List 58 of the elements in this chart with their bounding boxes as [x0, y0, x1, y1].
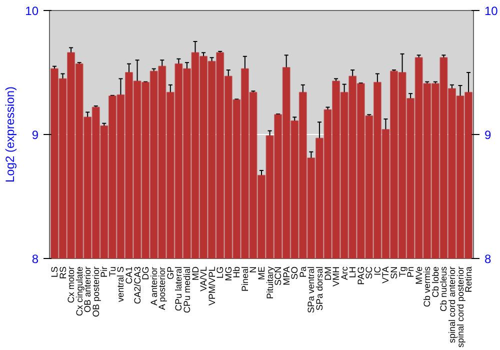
x-tick-label: IC	[372, 266, 382, 276]
y2-tick-label: 8	[484, 252, 492, 266]
x-tick-label: LH	[348, 266, 358, 278]
x-tick-label: VA/VL	[198, 266, 209, 292]
y-tick-label: 8	[32, 252, 39, 266]
x-tick-label: OB anterior	[82, 266, 93, 313]
x-tick-label: SCN	[273, 266, 284, 286]
x-tick-label: SPa dorsal	[314, 266, 324, 311]
x-tick-label: Hb	[232, 266, 242, 278]
x-tick-label: ventral S	[116, 266, 126, 302]
y-axis-title: Log2 (expression)	[3, 86, 18, 183]
x-tick-label: VMH	[331, 266, 342, 286]
x-tick-label: Tg	[397, 266, 408, 278]
x-tick-label: DG	[140, 266, 151, 280]
x-tick-label: Pa	[298, 266, 308, 278]
x-tick-label: Cb vermis	[422, 266, 432, 308]
x-tick-label: SN	[389, 266, 399, 279]
x-tick-label: A posterior	[157, 266, 168, 310]
x-tick-label: SO	[290, 266, 300, 280]
x-tick-label: CA2/CA3	[132, 266, 142, 304]
x-tick-label: Cx motor	[66, 266, 76, 304]
x-tick-label: VTA	[380, 266, 391, 284]
x-tick-label: N	[248, 266, 258, 273]
x-tick-label: Pituitary	[264, 266, 275, 300]
x-tick-label: SC	[364, 266, 374, 279]
x-tick-label: Cb nucleus	[438, 266, 449, 312]
x-tick-label: Pn	[406, 266, 416, 278]
x-tick-label: PAG	[356, 266, 366, 285]
x-tick-label: spinal cord anterior	[446, 266, 457, 344]
x-tick-label: RS	[58, 266, 68, 279]
y2-tick-label: 9	[484, 128, 492, 142]
x-tick-label: Cb lobe	[430, 266, 440, 298]
x-tick-label: LS	[49, 266, 60, 278]
y-tick-label: 10	[25, 4, 39, 18]
x-tick-label: OB posterior	[90, 266, 101, 318]
x-tick-label: MVe	[414, 266, 424, 285]
x-tick-label: A anterior	[148, 266, 159, 306]
x-tick-label: ME	[256, 266, 266, 280]
x-tick-label: Tu	[107, 266, 118, 277]
x-tick-label: Pineal	[240, 266, 250, 292]
x-tick-label: CPu lateral	[174, 266, 184, 312]
y-tick-label: 9	[32, 128, 39, 142]
x-tick-label: DM	[322, 266, 333, 280]
x-tick-label: MPA	[281, 266, 292, 286]
x-tick-label: CPu medial	[182, 266, 192, 314]
x-tick-label: GP	[165, 266, 176, 280]
x-tick-label: Arc	[339, 266, 350, 280]
x-tick-label: MD	[190, 266, 200, 280]
x-tick-label: CA1	[124, 266, 134, 284]
y2-tick-label: 10	[484, 4, 498, 18]
x-tick-label: SPa ventral	[306, 266, 316, 314]
x-tick-label: Pir	[99, 266, 110, 278]
x-tick-label: MG	[223, 266, 234, 281]
x-tick-label: Retina	[464, 266, 474, 293]
x-tick-label: Cx cingulate	[74, 266, 84, 316]
x-tick-label: spinal cord posterior	[455, 266, 466, 348]
x-tick-label: LG	[215, 266, 226, 279]
x-tick-label: VPM/VPL	[206, 266, 217, 306]
